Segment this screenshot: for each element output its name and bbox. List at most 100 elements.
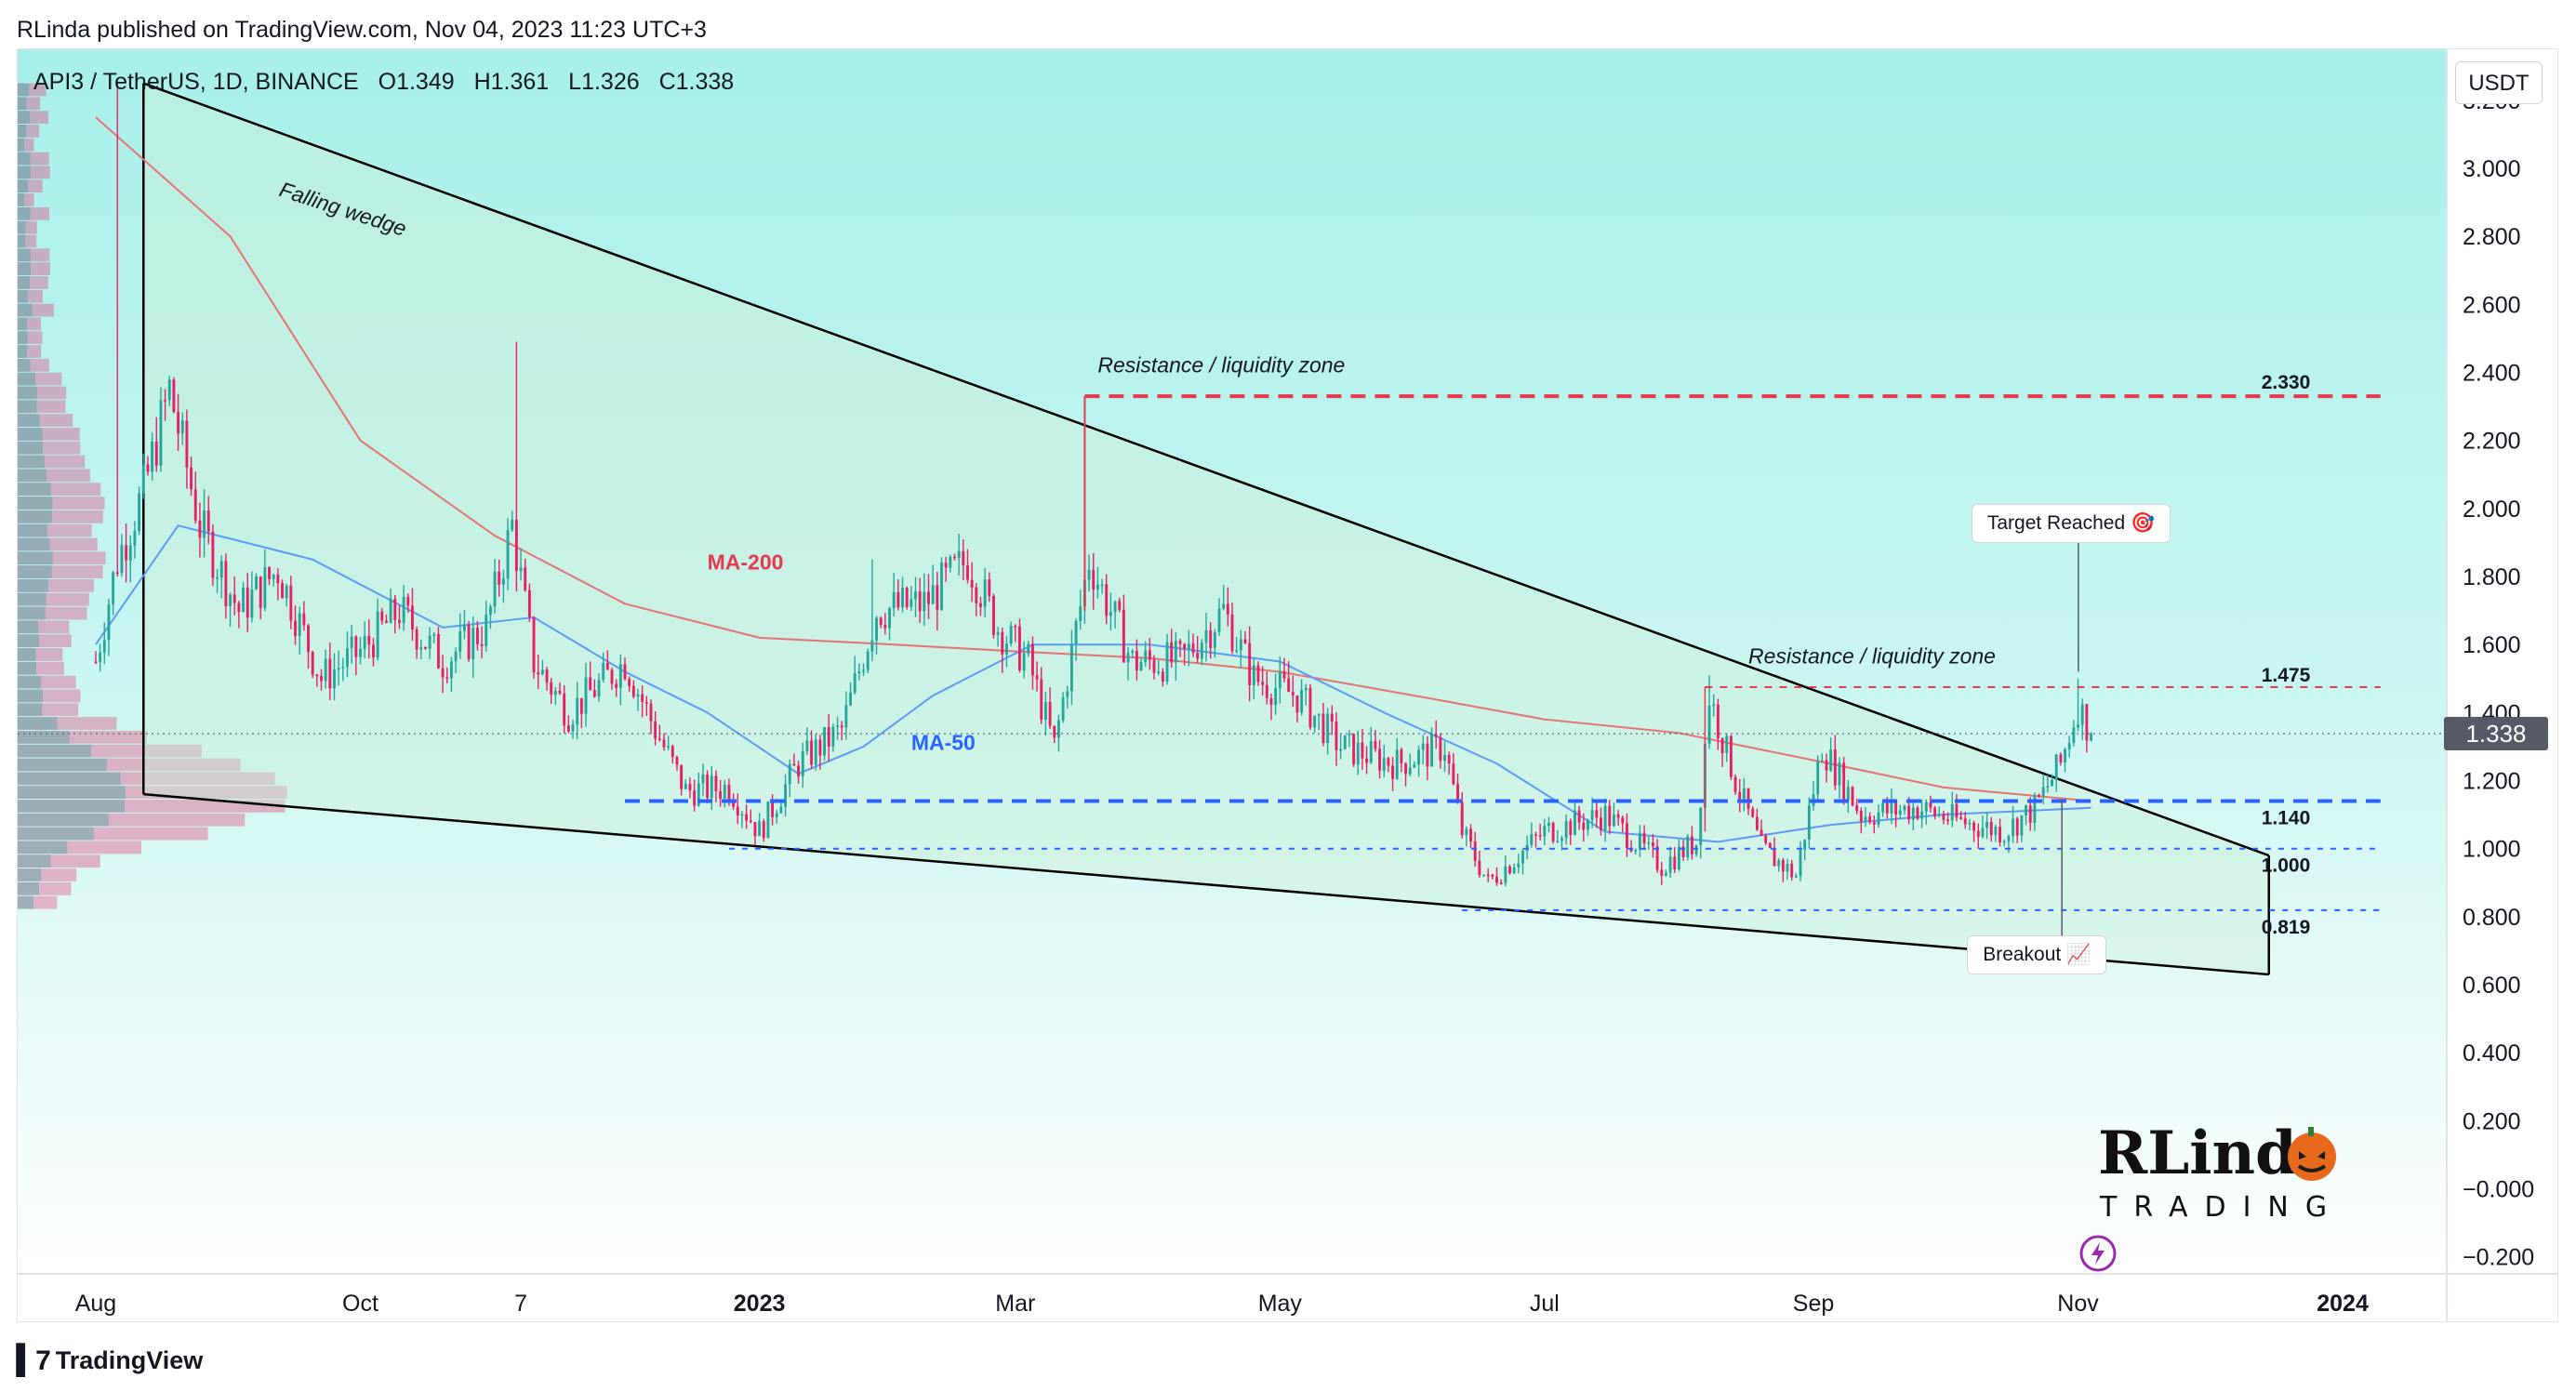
candle-body [953,556,956,559]
candle-body [693,790,697,806]
symbol-info[interactable]: API3 / TetherUS, 1D, BINANCE O1.349 H1.3… [33,69,747,96]
target-reached-callout: Target Reached 🎯 [1971,503,2171,543]
time-tick-label: Mar [995,1291,1035,1317]
candle-body [281,583,284,599]
candle-body [467,625,471,660]
profile-bar-sell [18,345,42,358]
lightning-icon[interactable] [2078,1233,2118,1274]
candle-body [333,669,336,689]
candle-body [1295,695,1299,713]
candle-body [2041,787,2045,797]
profile-bar-sell [18,744,202,758]
profile-bar-buy [18,578,48,592]
candle-body [454,651,458,662]
candle-body [1569,820,1573,836]
candle-body [1122,609,1125,663]
candle-body [1126,652,1130,663]
candle-body [259,576,262,608]
profile-bar-buy [18,193,25,206]
profile-bar-sell [18,234,37,248]
candle-body [229,594,232,606]
profile-bar-buy [18,138,24,152]
candle-body [445,677,449,679]
candle-body [190,467,193,490]
candle-body [1976,830,1980,837]
profile-bar-buy [18,111,31,125]
svg-text:TRADING: TRADING [2099,1191,2344,1224]
candle-body [2012,818,2015,837]
price-tick-label: 0.600 [2463,973,2521,999]
candle-body [1777,860,1781,867]
time-tick-label: 2024 [2317,1291,2369,1317]
candle-body [563,693,566,726]
candle-body [701,775,705,784]
candle-body [784,784,788,807]
profile-bar-sell [18,193,34,206]
candle-body [219,561,223,578]
candle-body [1621,817,1625,824]
falling-wedge[interactable] [142,82,2271,976]
profile-bar-buy [18,455,45,469]
profile-bar-buy [18,744,92,758]
candle-body [615,683,618,688]
candle-body [684,783,687,789]
time-tick-label: Oct [342,1291,378,1317]
candle-body [1720,738,1724,753]
candle-body [1807,805,1811,840]
profile-bar-buy [18,220,26,234]
publish-line: RLinda published on TradingView.com, Nov… [17,17,707,43]
candle-body [576,697,579,725]
currency-button[interactable]: USDT [2455,61,2543,104]
time-axis[interactable]: Aug Oct 7 2023 Mar May Jul Sep Nov 2024 [75,1291,2369,1317]
candle-body [1152,659,1156,673]
symbol-name[interactable]: API3 / TetherUS, 1D, BINANCE [33,69,359,95]
candle-body [1200,643,1203,659]
candle-body [94,661,98,663]
candle-body [680,764,684,789]
candle-body [1859,811,1863,822]
candle-body [1118,601,1122,610]
candle-body [480,643,484,646]
candle-body [1213,631,1216,648]
profile-bar-buy [18,152,31,166]
profile-bar-sell [18,841,142,854]
profile-bar-sell [18,592,89,606]
candle-body [1187,643,1190,650]
candle-body [488,606,492,615]
tradingview-brand[interactable]: ▍7 TradingView [17,1345,203,1377]
candle-body [1135,650,1138,671]
candle-body [449,661,453,679]
candle-body [688,783,692,791]
horizontal-levels[interactable]: 2.330 1.475 1.140 1.000 0.819 [18,372,2447,938]
candle-body [1113,601,1117,613]
candle-body [1877,812,1880,825]
candle-body [631,685,635,697]
price-tick-label: 2.600 [2463,292,2521,318]
profile-bar-sell [18,717,117,730]
candle-body [367,635,371,645]
profile-bar-buy [18,800,125,813]
svg-text:RLind: RLind [2098,1119,2297,1188]
candle-body [1408,767,1412,775]
moving-averages[interactable] [95,116,2091,843]
profile-bar-sell [18,565,103,578]
candle-body [272,575,275,579]
candle-body [810,740,814,765]
candle-body [979,603,982,607]
profile-bar-sell [18,895,58,909]
candle-body [1781,860,1785,872]
candle-body [1733,776,1737,792]
candle-body [501,578,505,585]
open-value: O1.349 [378,69,455,95]
profile-bar-buy [18,786,126,800]
candle-body [1178,641,1182,644]
candle-body [268,567,271,579]
candle-body [1095,584,1099,590]
candle-body [1235,650,1239,652]
candle-body [415,629,418,650]
candle-body [879,617,883,626]
price-axis[interactable]: 3.2003.0002.8002.6002.4002.2002.0001.800… [2463,88,2534,1271]
candle-body [862,669,865,672]
chart-frame[interactable] [17,48,2558,1322]
